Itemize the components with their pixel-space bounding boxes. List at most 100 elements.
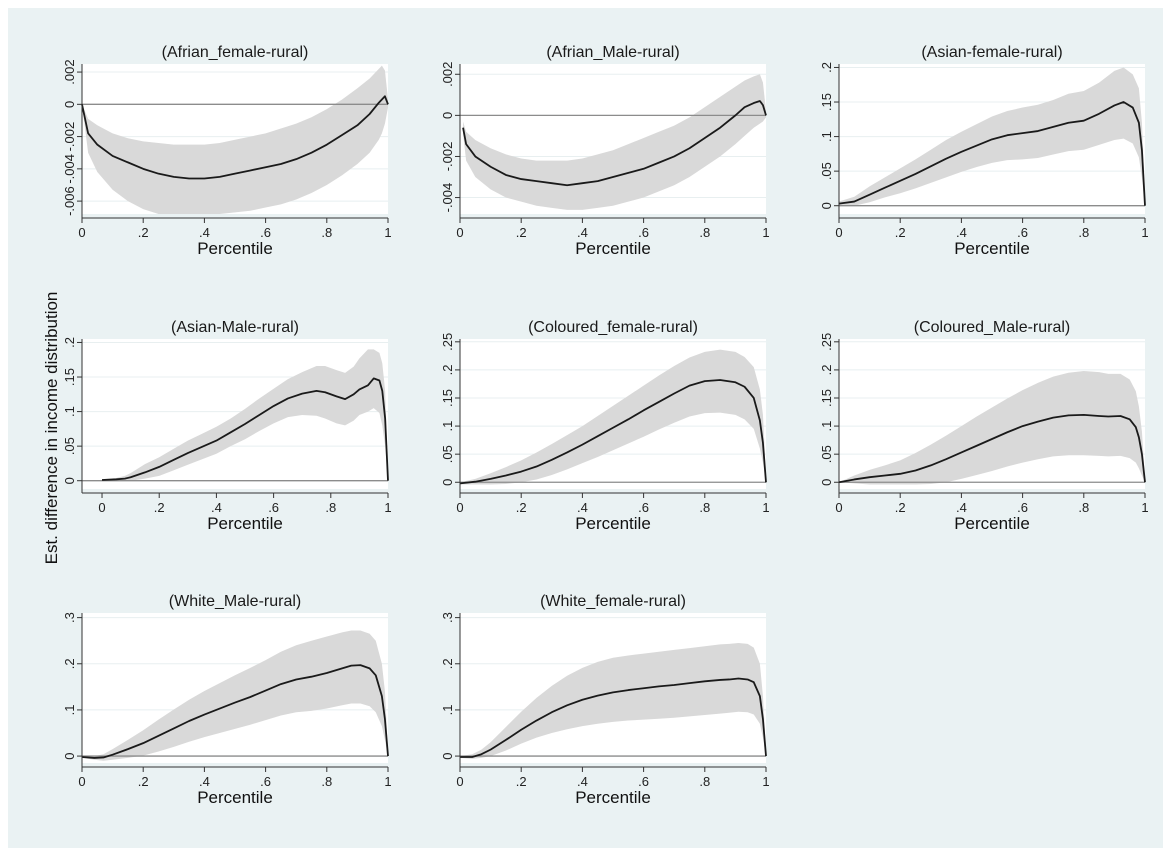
x-tick-label: 1 — [384, 225, 391, 240]
y-tick-label: .3 — [62, 612, 77, 623]
x-tick-label: .8 — [699, 225, 710, 240]
chart-svg: (Afrian_Male-rural) -.004 -.002 0 .002 0 .2 .4.… — [440, 44, 770, 258]
y-tick-label: .15 — [440, 389, 455, 407]
x-tick-label: .6 — [638, 774, 649, 789]
x-tick-label: .2 — [138, 774, 149, 789]
x-tick-label: .2 — [154, 500, 165, 515]
estimate-line — [838, 101, 1146, 206]
x-tick-label: .2 — [516, 774, 527, 789]
y-tick-label: .002 — [440, 62, 455, 87]
y-tick-label: 0 — [440, 112, 455, 119]
x-tick-label: .2 — [516, 500, 527, 515]
x-tick-label: .8 — [1078, 500, 1089, 515]
estimate-line — [459, 379, 767, 485]
y-tick-label: .3 — [440, 612, 455, 623]
chart-svg: (Asian-female-rural) 0 .05 .1 .15 .2 0 .2 .4 .6 .8… — [819, 44, 1149, 258]
y-tick-label: .2 — [440, 364, 455, 375]
x-tick-label: .2 — [516, 225, 527, 240]
estimate-line — [81, 664, 389, 759]
x-tick-label: 1 — [1141, 500, 1148, 515]
x-tick-label: 1 — [762, 225, 769, 240]
x-tick-label: 1 — [384, 774, 391, 789]
y-tick-label: .1 — [819, 421, 834, 432]
x-tick-label: .2 — [895, 225, 906, 240]
figure: Est. difference in income distribution (… — [8, 8, 1163, 848]
x-axis-label: Percentile — [197, 239, 273, 258]
y-tick-label: -.004 — [62, 154, 77, 184]
panel-coloured-male-rural: (Coloured_Male-rural) 0 .05 .1 .15 .2 .25 0 .2 .4… — [785, 319, 1157, 564]
y-tick-label: .1 — [62, 704, 77, 715]
y-tick-label: -.006 — [62, 186, 77, 216]
x-tick-label: .8 — [699, 500, 710, 515]
x-tick-label: .8 — [325, 500, 336, 515]
y-tick-label: .2 — [62, 337, 77, 348]
x-tick-label: .6 — [638, 500, 649, 515]
x-tick-label: .4 — [199, 225, 210, 240]
chart-title: (White_female-rural) — [540, 593, 686, 610]
chart-title: (White_Male-rural) — [169, 593, 301, 610]
chart-title: (Afrian_Male-rural) — [546, 44, 679, 61]
x-tick-label: 0 — [835, 225, 842, 240]
x-tick-label: 1 — [762, 500, 769, 515]
estimate-line — [101, 377, 389, 481]
confidence-band — [463, 74, 766, 210]
y-tick-label: .05 — [819, 445, 834, 463]
y-tick-label: 0 — [440, 752, 455, 759]
y-tick-label: .05 — [62, 437, 77, 455]
y-tick-label: .25 — [819, 333, 834, 351]
x-tick-label: .4 — [577, 500, 588, 515]
panel-afrian-male-rural: (Afrian_Male-rural) -.004 -.002 0 .002 0 .2 .4.… — [406, 44, 778, 289]
x-tick-label: 0 — [78, 774, 85, 789]
x-axis-label: Percentile — [954, 514, 1030, 533]
y-tick-label: 0 — [62, 101, 77, 108]
x-tick-label: .4 — [577, 225, 588, 240]
confidence-band — [839, 371, 1145, 485]
confidence-band — [460, 643, 766, 759]
y-tick-label: .05 — [440, 445, 455, 463]
confidence-band — [102, 349, 389, 481]
x-axis-label: Percentile — [575, 788, 651, 807]
panel-asian-male-rural: (Asian-Male-rural) 0 .05 .1 .15 .2 0 .2 .4 .6 .8 1 P… — [28, 319, 400, 564]
y-tick-label: .2 — [62, 658, 77, 669]
y-tick-label: .2 — [819, 364, 834, 375]
y-tick-label: 0 — [819, 202, 834, 209]
x-tick-label: .6 — [638, 225, 649, 240]
chart-svg: (Coloured_female-rural) 0 .05 .1 .15 .2 .25 0 .2… — [440, 319, 770, 533]
estimate-line — [81, 95, 389, 180]
chart-title: (Coloured_female-rural) — [528, 319, 698, 336]
x-tick-label: .2 — [895, 500, 906, 515]
x-tick-label: .8 — [1078, 225, 1089, 240]
x-tick-label: .4 — [577, 774, 588, 789]
x-axis-label: Percentile — [954, 239, 1030, 258]
y-tick-label: .15 — [819, 93, 834, 111]
y-tick-label: 0 — [819, 479, 834, 486]
y-tick-label: .1 — [440, 704, 455, 715]
y-tick-label: .2 — [819, 62, 834, 73]
y-tick-label: .25 — [440, 333, 455, 351]
x-tick-label: .6 — [260, 774, 271, 789]
chart-svg: (White_female-rural) 0 .1 .2 .3 0 .2 .4 .6 .8 1 Per… — [440, 593, 770, 807]
chart-svg: (Afrian_female-rural) -.006 -.004 -.002 0 .00… — [62, 44, 392, 258]
x-tick-label: .2 — [138, 225, 149, 240]
x-tick-label: 0 — [98, 500, 105, 515]
x-axis-label: Percentile — [575, 514, 651, 533]
x-tick-label: .4 — [211, 500, 222, 515]
x-tick-label: .4 — [956, 225, 967, 240]
y-tick-label: .1 — [62, 406, 77, 417]
x-tick-label: 1 — [762, 774, 769, 789]
chart-svg: (White_Male-rural) 0 .1 .2 .3 0 .2 .4 .6 .8 1 Perce… — [62, 593, 392, 807]
estimate-line — [462, 100, 767, 187]
y-tick-label: -.002 — [440, 142, 455, 172]
x-tick-label: .6 — [260, 225, 271, 240]
y-tick-label: 0 — [62, 477, 77, 484]
panel-afrian-female-rural: (Afrian_female-rural) -.006 -.004 -.002 0 .00… — [28, 44, 400, 289]
x-tick-label: 1 — [384, 500, 391, 515]
confidence-band — [82, 65, 388, 214]
chart-svg: (Coloured_Male-rural) 0 .05 .1 .15 .2 .25 0 .2 .4… — [819, 319, 1149, 533]
x-tick-label: .6 — [268, 500, 279, 515]
chart-title: (Coloured_Male-rural) — [914, 319, 1071, 336]
y-tick-label: .1 — [819, 131, 834, 142]
chart-title: (Afrian_female-rural) — [162, 44, 309, 61]
y-tick-label: 0 — [62, 752, 77, 759]
x-tick-label: 0 — [456, 500, 463, 515]
